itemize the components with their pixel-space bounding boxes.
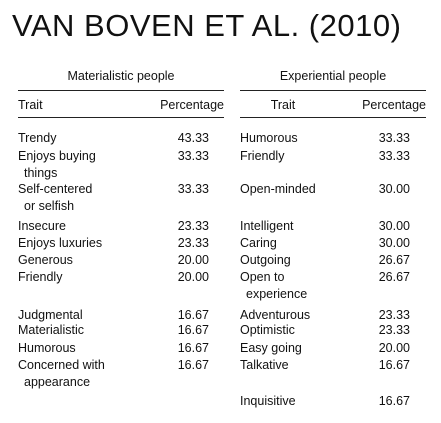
trait: Open-minded <box>240 182 316 196</box>
percentage: 43.33 <box>177 131 209 145</box>
trait: Intelligent <box>240 219 294 233</box>
trait: Inquisitive <box>240 394 296 408</box>
trait: or selfish <box>24 199 75 213</box>
trait: Easy going <box>240 341 302 355</box>
percentage: 26.67 <box>378 270 410 284</box>
column-header: Percentage <box>160 98 224 112</box>
trait: Humorous <box>18 341 76 355</box>
percentage: 16.67 <box>378 394 410 408</box>
percentage: 33.33 <box>378 149 410 163</box>
rule <box>18 90 224 91</box>
trait: Judgmental <box>18 308 83 322</box>
trait: Insecure <box>18 219 66 233</box>
trait: appearance <box>24 375 91 389</box>
trait: Concerned with <box>18 358 105 372</box>
trait: experience <box>246 287 308 301</box>
trait: Self-centered <box>18 182 93 196</box>
percentage: 16.67 <box>177 308 209 322</box>
trait: Adventurous <box>240 308 311 322</box>
percentage: 20.00 <box>378 341 410 355</box>
trait: Friendly <box>18 270 63 284</box>
trait: Materialistic <box>18 323 84 337</box>
rule <box>240 90 426 91</box>
title: VAN BOVEN ET AL. (2010) <box>12 8 402 43</box>
trait: Friendly <box>240 149 285 163</box>
trait: Open to <box>240 270 285 284</box>
trait: Trendy <box>18 131 57 145</box>
percentage: 20.00 <box>177 270 209 284</box>
column-header: Trait <box>270 98 296 112</box>
percentage: 23.33 <box>378 308 410 322</box>
trait: Optimistic <box>240 323 295 337</box>
trait: Generous <box>18 253 73 267</box>
table-heading: Materialistic people <box>67 69 175 83</box>
trait: Enjoys buying <box>18 149 96 163</box>
trait: Outgoing <box>240 253 291 267</box>
trait: things <box>24 166 58 180</box>
rule <box>18 117 224 118</box>
percentage: 33.33 <box>177 182 209 196</box>
percentage: 30.00 <box>378 236 410 250</box>
trait: Caring <box>240 236 277 250</box>
percentage: 16.67 <box>378 358 410 372</box>
percentage: 30.00 <box>378 182 410 196</box>
percentage: 33.33 <box>177 149 209 163</box>
rule <box>240 117 426 118</box>
percentage: 26.67 <box>378 253 410 267</box>
trait: Enjoys luxuries <box>18 236 103 250</box>
column-header: Trait <box>18 98 43 112</box>
table-heading: Experiential people <box>279 69 387 83</box>
column-header: Percentage <box>362 98 426 112</box>
trait: Humorous <box>240 131 298 145</box>
percentage: 23.33 <box>177 236 209 250</box>
percentage: 20.00 <box>177 253 209 267</box>
percentage: 30.00 <box>378 219 410 233</box>
percentage: 33.33 <box>378 131 410 145</box>
percentage: 16.67 <box>177 358 209 372</box>
percentage: 16.67 <box>177 323 209 337</box>
trait: Talkative <box>240 358 289 372</box>
percentage: 23.33 <box>177 219 209 233</box>
percentage: 23.33 <box>378 323 410 337</box>
percentage: 16.67 <box>177 341 209 355</box>
